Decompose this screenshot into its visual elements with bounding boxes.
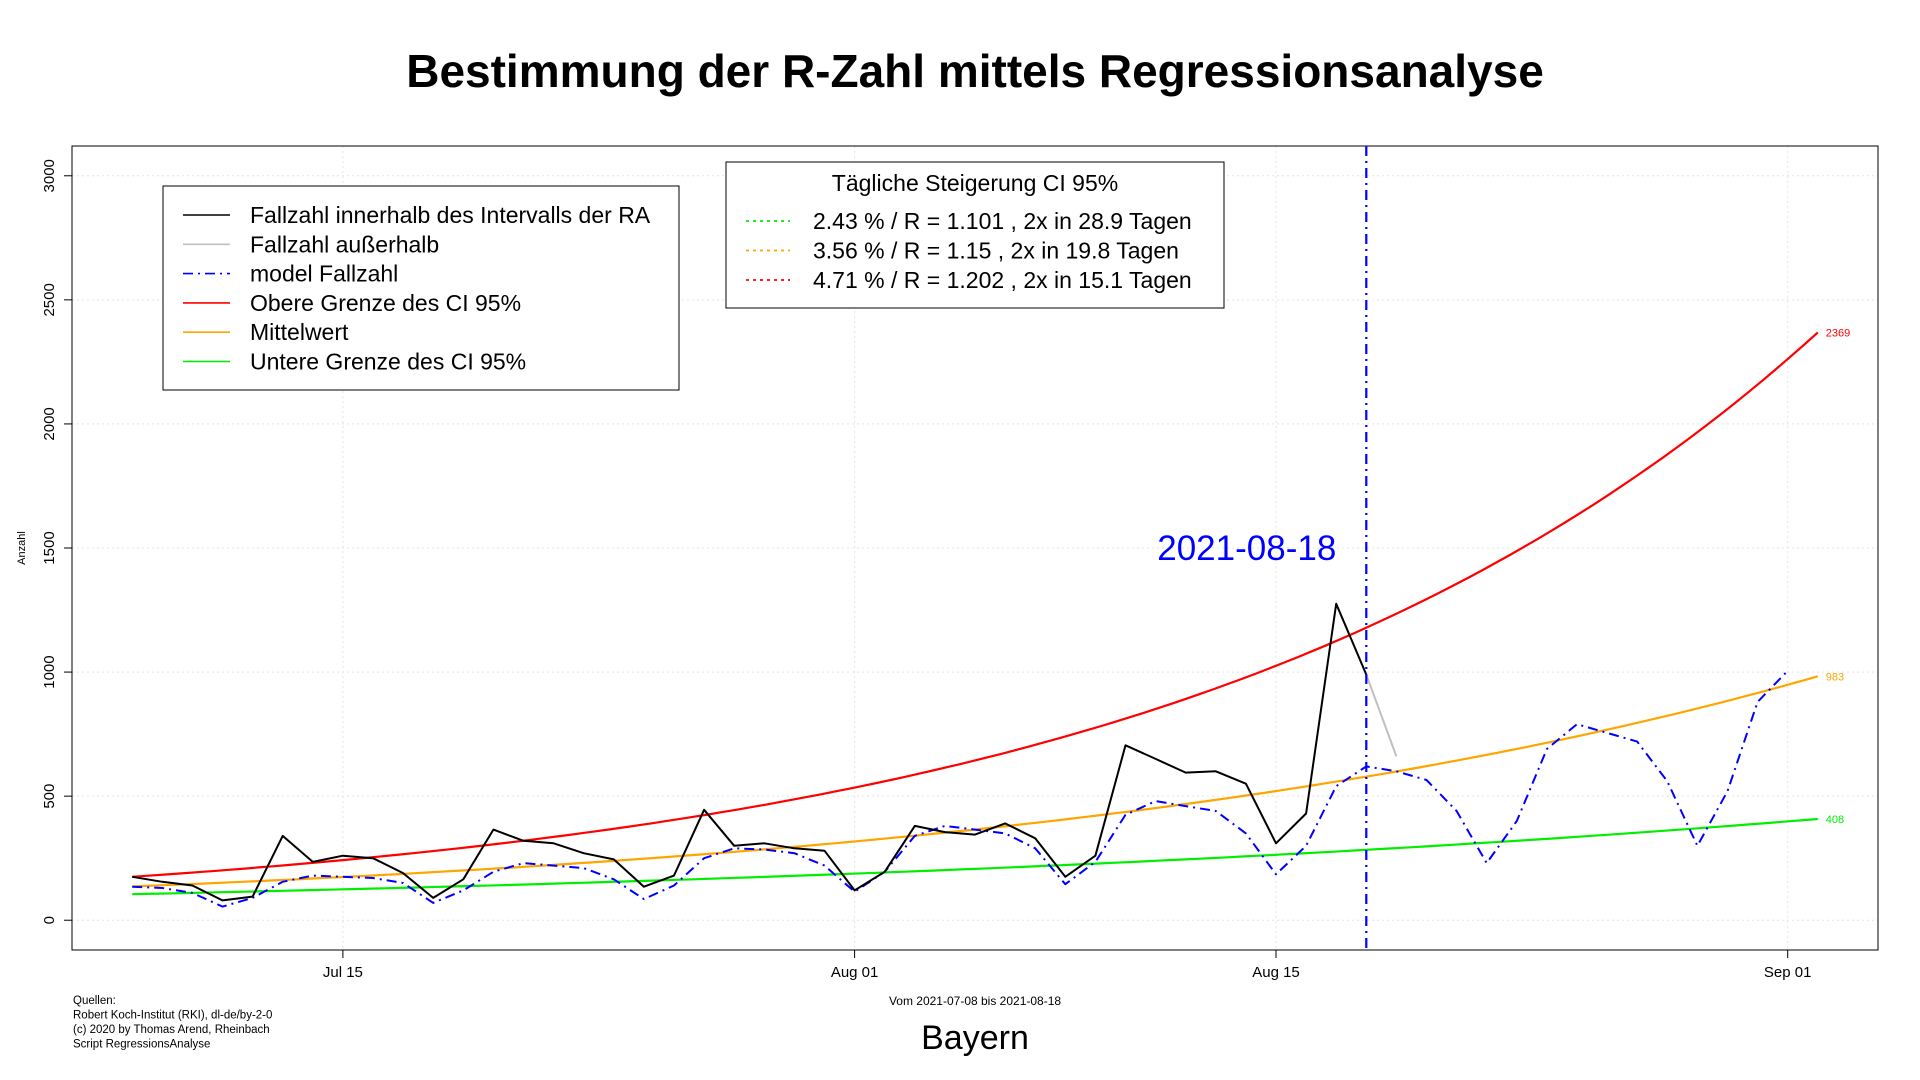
source-line: Robert Koch-Institut (RKI), dl-de/by-2-0 xyxy=(73,1010,272,1022)
x-tick-label: Jul 15 xyxy=(323,964,363,981)
legend-label: Mittelwert xyxy=(250,319,349,345)
series-layer xyxy=(132,331,1819,908)
chart-subtitle: Vom 2021-07-08 bis 2021-08-18 xyxy=(889,994,1061,1008)
series-line xyxy=(132,602,1368,902)
ci-legend-box xyxy=(725,161,1225,309)
end-value-label: 408 xyxy=(1826,814,1844,826)
x-tick-label: Aug 01 xyxy=(831,964,879,981)
x-tick-label: Aug 15 xyxy=(1252,964,1300,981)
y-tick-label: 1000 xyxy=(41,655,58,688)
legend-label: Untere Grenze des CI 95% xyxy=(250,349,526,375)
x-axis: Jul 15 Aug 01 Aug 15 Sep 01 xyxy=(323,950,1812,981)
end-labels: 2369 983 408 xyxy=(1826,327,1850,826)
grid xyxy=(72,146,1878,950)
series-line xyxy=(1365,674,1398,757)
x-axis-label: Bayern xyxy=(921,1019,1029,1057)
end-value-label: 983 xyxy=(1826,671,1844,683)
ci-legend-title: Tägliche Steigerung CI 95% xyxy=(832,170,1118,196)
legend-label: Fallzahl innerhalb des Intervalls der RA xyxy=(250,202,651,228)
y-tick-label: 2000 xyxy=(41,407,58,440)
ci-legend: Tägliche Steigerung CI 95% 2.43 % / R = 1… xyxy=(725,161,1225,309)
legend-box xyxy=(162,185,680,391)
legend-label: Obere Grenze des CI 95% xyxy=(250,290,521,316)
vline-layer: 2021-08-18 xyxy=(1157,146,1368,950)
y-tick-label: 500 xyxy=(41,784,58,809)
date-marker-label: 2021-08-18 xyxy=(1157,529,1336,568)
series-line xyxy=(132,670,1789,908)
sources: Quellen: Robert Koch-Institut (RKI), dl-d… xyxy=(73,995,272,1051)
source-line: Quellen: xyxy=(73,995,116,1007)
end-value-label: 2369 xyxy=(1826,327,1850,339)
legend-label: model Fallzahl xyxy=(250,261,398,287)
y-tick-label: 3000 xyxy=(41,159,58,192)
ci-legend-label: 3.56 % / R = 1.15 , 2x in 19.8 Tagen xyxy=(813,238,1179,264)
chart-title: Bestimmung der R-Zahl mittels Regression… xyxy=(406,45,1544,97)
y-axis: 0 500 1000 1500 2000 2500 3000 xyxy=(41,159,72,924)
y-tick-label: 2500 xyxy=(41,283,58,316)
x-tick-label: Sep 01 xyxy=(1764,964,1812,981)
y-tick-label: 0 xyxy=(41,916,58,924)
source-line: Script RegressionsAnalyse xyxy=(73,1039,210,1051)
y-tick-label: 1500 xyxy=(41,531,58,564)
series-line xyxy=(132,331,1819,878)
series-line xyxy=(132,817,1818,896)
ci-legend-label: 2.43 % / R = 1.101 , 2x in 28.9 Tagen xyxy=(813,208,1192,234)
y-axis-label: Anzahl xyxy=(16,531,28,565)
legend-label: Fallzahl außerhalb xyxy=(250,231,439,257)
ci-legend-label: 4.71 % / R = 1.202 , 2x in 15.1 Tagen xyxy=(813,267,1192,293)
source-line: (c) 2020 by Thomas Arend, Rheinbach xyxy=(73,1024,270,1036)
legend: Fallzahl innerhalb des Intervalls der RA… xyxy=(162,185,680,391)
